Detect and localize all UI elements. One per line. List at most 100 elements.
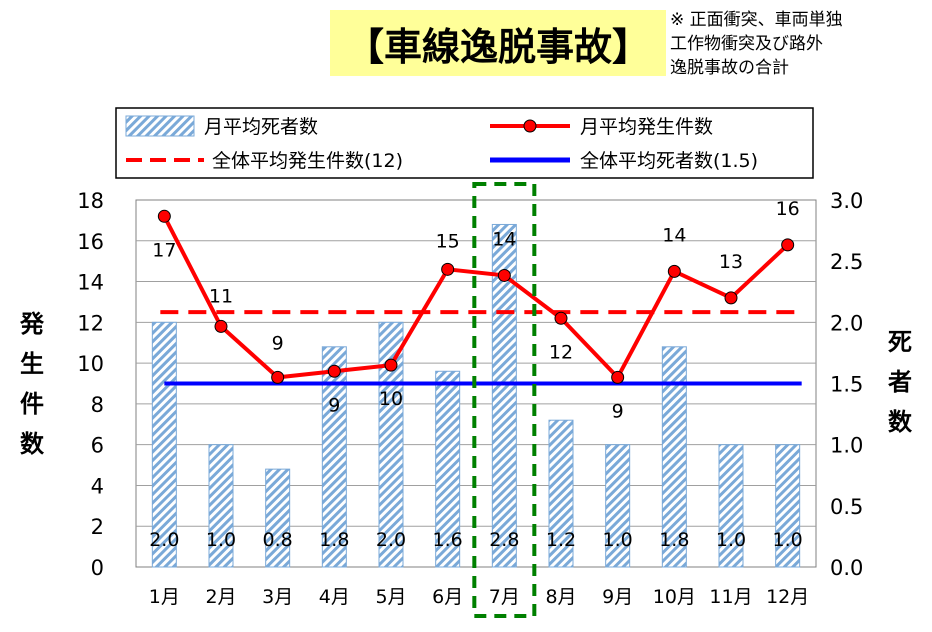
- month-label: 1月: [149, 586, 180, 608]
- count-value-label: 16: [776, 198, 800, 220]
- legend-line-marker: [523, 119, 537, 133]
- count-line: [162, 215, 790, 381]
- bar: [718, 444, 744, 568]
- month-label: 3月: [262, 586, 293, 608]
- count-point: [554, 311, 568, 325]
- bar-value-label: 2.0: [149, 529, 179, 551]
- legend-avg-death-label: 全体平均死者数(1.5): [580, 150, 758, 172]
- left-tick-label: 0: [91, 556, 104, 580]
- count-value-label: 9: [612, 400, 624, 422]
- left-tick-label: 6: [91, 434, 104, 458]
- bar: [265, 468, 291, 568]
- left-tick-label: 14: [77, 271, 104, 295]
- bar-value-label: 1.0: [773, 529, 803, 551]
- month-label: 2月: [205, 586, 236, 608]
- count-value-label: 11: [209, 285, 233, 307]
- chart-note: ※ 正面衝突、車両単独 工作物衝突及び路外 逸脱事故の合計: [670, 8, 843, 80]
- left-tick-label: 4: [91, 474, 104, 498]
- bar-labels: 2.0 1.0 0.8 1.8 2.0 1.6 2.8 1.2 1.0 1.8 1.0 1.0: [149, 529, 803, 551]
- count-point: [441, 262, 455, 276]
- left-tick-label: 2: [91, 515, 104, 539]
- count-point: [271, 370, 285, 384]
- count-point: [497, 268, 511, 282]
- highlight-box: [472, 182, 537, 618]
- bar-value-label: 2.0: [376, 529, 406, 551]
- y-left-title-char: 生: [20, 350, 44, 378]
- note-line: 工作物衝突及び路外: [670, 34, 823, 54]
- bar-value-label: 1.8: [319, 529, 349, 551]
- count-point: [214, 319, 228, 333]
- bar: [435, 370, 461, 568]
- count-point: [667, 264, 681, 278]
- line-series: [157, 209, 795, 384]
- count-point: [384, 358, 398, 372]
- month-label: 6月: [432, 586, 463, 608]
- bar-value-label: 1.6: [433, 529, 463, 551]
- y-left-title-char: 発: [19, 310, 45, 338]
- right-tick-label: 0.5: [830, 495, 863, 519]
- legend: 月平均死者数 月平均発生件数 全体平均発生件数(12) 全体平均死者数(1.5): [115, 107, 814, 179]
- x-axis: 1月 2月 3月 4月 5月 6月 7月 8月 9月 10月 11月 12月: [149, 586, 809, 608]
- note-line: ※ 正面衝突、車両単独: [670, 10, 843, 30]
- count-point: [611, 370, 625, 384]
- left-tick-label: 16: [77, 230, 104, 254]
- legend-box: [115, 107, 814, 179]
- right-tick-label: 1.0: [830, 434, 863, 458]
- bar: [151, 321, 177, 568]
- line-labels: 17 11 9 9 10 15 14 12 9 14 13 16: [152, 198, 800, 423]
- bar-value-label: 1.2: [546, 529, 576, 551]
- bar: [605, 444, 631, 568]
- count-value-label: 12: [549, 341, 573, 363]
- bar: [775, 444, 801, 568]
- y-right-title-char: 死: [888, 328, 912, 356]
- y-right-title-char: 者: [888, 368, 912, 396]
- left-tick-label: 12: [77, 311, 104, 335]
- y-left-title-char: 数: [20, 430, 45, 458]
- count-value-label: 9: [272, 332, 284, 354]
- bar-value-label: 1.8: [659, 529, 689, 551]
- left-tick-label: 8: [91, 393, 104, 417]
- right-tick-label: 2.5: [830, 250, 863, 274]
- left-tick-label: 10: [77, 352, 104, 376]
- month-label: 9月: [602, 586, 633, 608]
- month-label: 7月: [489, 586, 520, 608]
- bar-value-label: 1.0: [716, 529, 746, 551]
- bar: [378, 321, 404, 568]
- bar-value-label: 2.8: [489, 529, 519, 551]
- bar-value-label: 0.8: [263, 529, 293, 551]
- month-label: 10月: [653, 586, 696, 608]
- month-label: 8月: [545, 586, 576, 608]
- count-value-label: 13: [719, 251, 743, 273]
- bar-series: [151, 223, 801, 568]
- count-value-label: 14: [662, 224, 686, 246]
- right-tick-label: 1.5: [830, 373, 863, 397]
- count-point: [157, 209, 171, 223]
- left-tick-label: 18: [77, 189, 104, 213]
- left-axis: 0 2 4 6 8 10 12 14 16 18: [77, 189, 104, 580]
- highlight-rect: [472, 182, 537, 618]
- count-value-label: 9: [328, 394, 340, 416]
- bar-value-label: 1.0: [206, 529, 236, 551]
- month-label: 11月: [709, 586, 752, 608]
- month-label: 12月: [766, 586, 809, 608]
- bar: [548, 419, 574, 568]
- legend-avg-count-label: 全体平均発生件数(12): [212, 150, 403, 172]
- right-tick-label: 0.0: [830, 556, 863, 580]
- note-line: 逸脱事故の合計: [670, 58, 789, 78]
- right-axis: 0.0 0.5 1.0 1.5 2.0 2.5 3.0: [830, 189, 863, 580]
- count-point: [724, 291, 738, 305]
- bar: [208, 444, 234, 568]
- right-tick-label: 2.0: [830, 311, 863, 335]
- legend-line-label: 月平均発生件数: [580, 116, 713, 138]
- legend-bar-label: 月平均死者数: [204, 116, 318, 138]
- legend-bar-swatch: [125, 115, 195, 137]
- count-point: [781, 238, 795, 252]
- month-label: 5月: [375, 586, 406, 608]
- count-point: [327, 364, 341, 378]
- bar-value-label: 1.0: [603, 529, 633, 551]
- y-right-title-char: 数: [888, 408, 913, 436]
- count-value-label: 17: [152, 239, 176, 261]
- count-value-label: 10: [379, 388, 403, 410]
- count-value-label: 14: [492, 228, 516, 250]
